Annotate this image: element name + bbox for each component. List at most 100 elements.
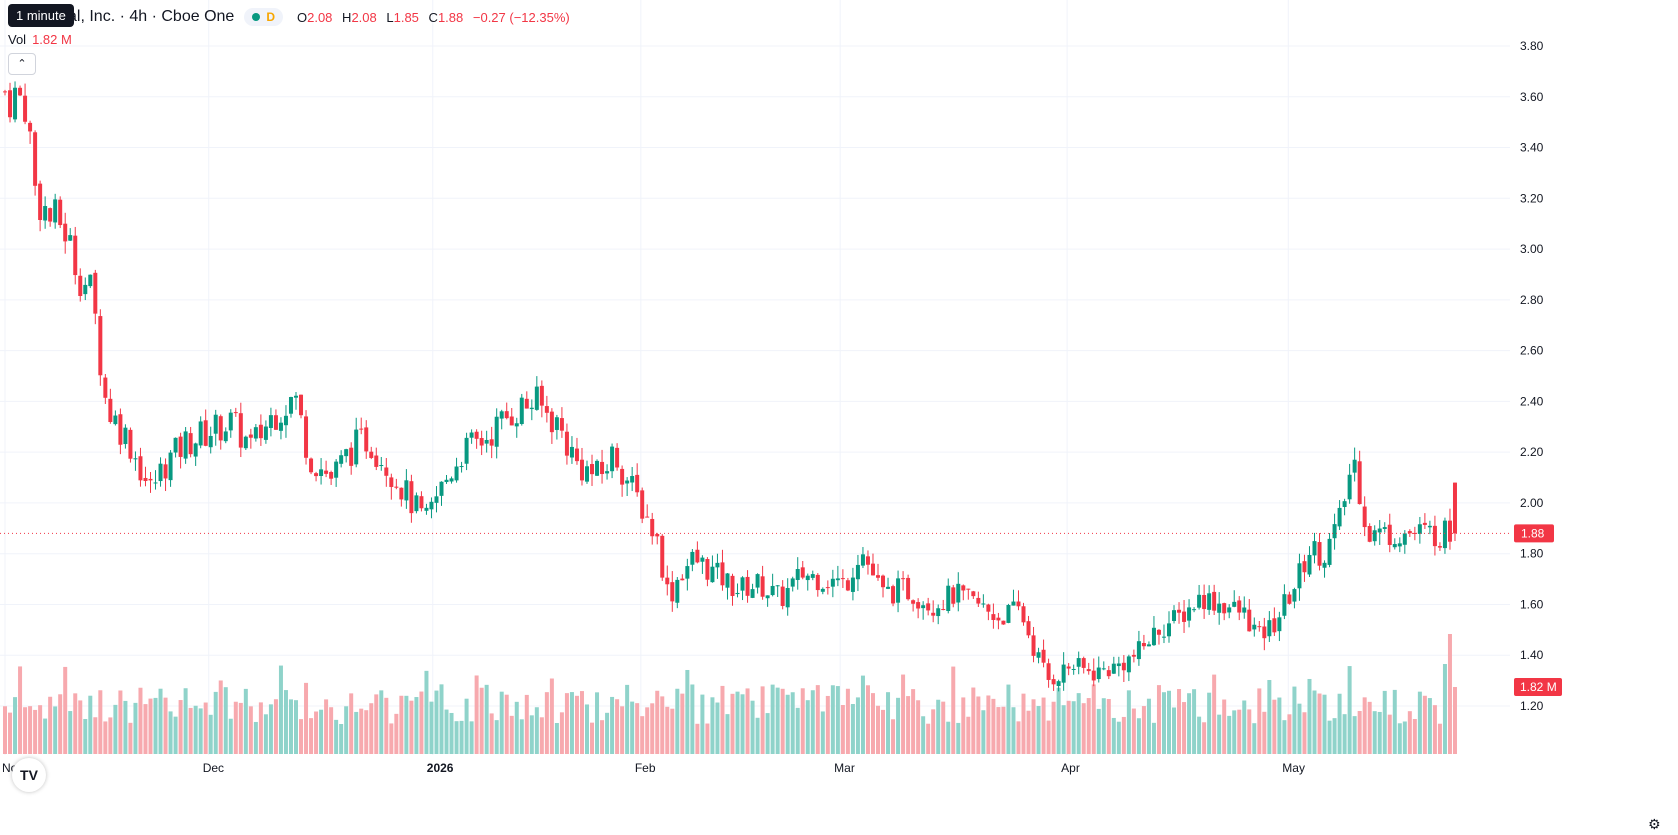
volume-bar	[1402, 721, 1407, 754]
volume-bar	[1347, 666, 1352, 754]
tradingview-logo-icon[interactable]: TV	[12, 758, 46, 792]
candle-body	[865, 556, 870, 565]
volume-bar	[931, 709, 936, 754]
volume-bar	[524, 694, 529, 754]
candle-body	[8, 90, 13, 118]
candle-body	[916, 602, 921, 609]
candle-body	[188, 433, 193, 455]
volume-bar	[334, 719, 339, 754]
candle-body	[294, 395, 298, 398]
candle-body	[569, 446, 574, 458]
volume-bar	[1272, 699, 1277, 754]
candle-body	[38, 183, 43, 221]
volume-bar	[449, 712, 454, 754]
volume-bar	[650, 703, 655, 754]
volume-bar	[324, 699, 329, 754]
time-axis[interactable]: NovDec2026FebMarAprMay	[2, 761, 1305, 775]
candle-body	[1041, 649, 1046, 663]
volume-bar	[258, 702, 263, 754]
candle-body	[690, 551, 695, 565]
volume-bar	[564, 693, 569, 754]
volume-bar	[123, 700, 128, 754]
volume-bar	[504, 694, 509, 754]
candle-body	[554, 417, 559, 430]
volume-bar	[23, 707, 28, 754]
volume-bar	[409, 700, 414, 754]
candle-body	[655, 534, 660, 537]
candle-body	[1116, 663, 1121, 667]
volume-bar	[760, 686, 765, 754]
candle-body	[610, 446, 615, 472]
volume-bar	[1232, 710, 1237, 754]
candle-body	[645, 516, 650, 518]
candle-body	[1207, 593, 1212, 610]
volume-bar	[534, 707, 539, 754]
candle-body	[1126, 656, 1131, 673]
candle-body	[1312, 541, 1317, 556]
volume-bar	[299, 719, 304, 754]
volume-bar	[288, 699, 293, 754]
candle-body	[1016, 601, 1021, 607]
candle-body	[590, 464, 595, 475]
candle-body	[1111, 663, 1116, 674]
candle-body	[951, 587, 956, 604]
volume-bar	[660, 696, 665, 754]
volume-bar	[1121, 716, 1126, 754]
volume-bar	[966, 716, 971, 754]
volume-bar	[138, 687, 143, 754]
candle-body	[1156, 629, 1161, 635]
volume-bar	[354, 711, 359, 754]
candle-body	[1101, 668, 1106, 670]
volume-bar	[359, 708, 364, 754]
price-axis[interactable]: 3.80 3.60 3.40 3.20 3.00 2.80 2.60 2.40 2.20 2.00…	[1520, 39, 1544, 713]
symbol-title[interactable]: ital, Inc. · 4h · Cboe One	[60, 8, 235, 25]
volume-bar	[630, 701, 635, 754]
volume-bar	[459, 720, 464, 754]
candle-body	[474, 431, 479, 439]
volume-bar	[595, 692, 600, 754]
volume-bar	[600, 720, 605, 754]
volume-bar	[434, 690, 439, 754]
volume-bar	[304, 682, 309, 754]
volume-bar	[389, 723, 394, 754]
volume-bar	[28, 706, 33, 754]
candle-body	[319, 469, 324, 477]
market-status[interactable]: D	[244, 8, 283, 26]
volume-bar	[1287, 714, 1292, 754]
volume-bar	[218, 680, 223, 754]
candle-body	[33, 132, 38, 186]
volume-bar	[384, 697, 389, 754]
candle-body	[18, 87, 23, 96]
volume-bar	[474, 675, 479, 754]
candle-body	[494, 416, 499, 447]
volume-bar	[1227, 715, 1232, 754]
chevron-up-icon: ⌃	[17, 58, 27, 70]
volume-bar	[685, 669, 690, 754]
candle-body	[650, 518, 655, 537]
candle-body	[504, 411, 509, 419]
gear-icon[interactable]: ⚙	[1648, 816, 1661, 832]
low-value: 1.85	[393, 9, 419, 25]
candle-body	[248, 434, 253, 438]
candle-body	[464, 437, 469, 464]
volume-bar	[585, 704, 589, 754]
volume-bar	[850, 704, 855, 754]
candle-body	[203, 420, 208, 446]
candle-body	[1362, 506, 1367, 528]
volume-bar	[855, 697, 860, 754]
candle-body	[775, 585, 780, 587]
candle-body	[304, 416, 309, 458]
time-tick-label: Apr	[1061, 761, 1080, 775]
candle-body	[73, 235, 78, 276]
candle-body	[755, 574, 760, 588]
volume-bar	[223, 687, 228, 754]
candle-body	[1277, 617, 1282, 632]
collapse-legend-button[interactable]: ⌃	[8, 53, 36, 75]
volume-bar	[108, 717, 113, 754]
volume-bar	[163, 697, 168, 754]
volume-bar	[1021, 693, 1026, 754]
candle-body	[1407, 531, 1412, 534]
volume-bar	[178, 700, 183, 754]
volume-bar	[1337, 693, 1342, 754]
